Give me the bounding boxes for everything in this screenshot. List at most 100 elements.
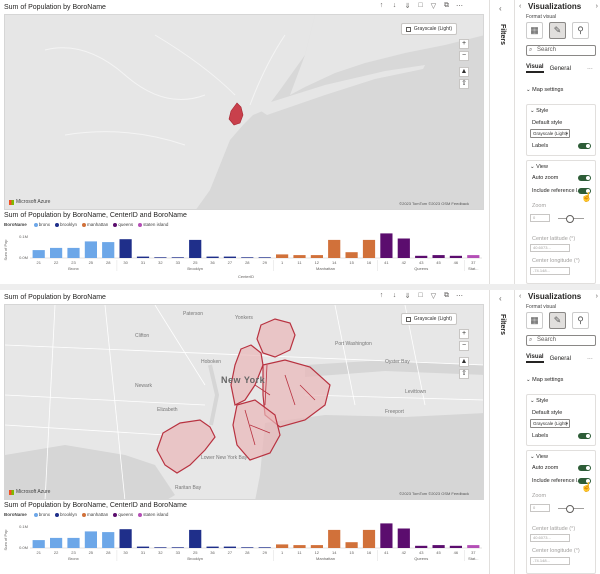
bar[interactable]	[380, 523, 393, 548]
bar[interactable]	[362, 529, 376, 548]
bar[interactable]	[50, 537, 63, 548]
map-settings-header[interactable]: ⌄ Map settings	[526, 87, 564, 93]
build-visual-icon[interactable]: ▦	[526, 22, 543, 39]
tab-visual[interactable]: Visual	[526, 354, 544, 363]
compass-button[interactable]: ⇧	[459, 79, 469, 89]
legend-item-staten-island[interactable]: staten island	[138, 222, 168, 227]
bar[interactable]	[223, 546, 236, 548]
zoom-in-button[interactable]: +	[459, 39, 469, 49]
map-style-button[interactable]: Grayscale (Light)	[400, 313, 457, 325]
bar[interactable]	[189, 529, 202, 548]
tab-general[interactable]: General	[549, 355, 571, 362]
expand-all-icon[interactable]: ⇓	[404, 293, 411, 300]
bar[interactable]	[293, 545, 306, 548]
tab-general[interactable]: General	[549, 65, 571, 72]
chevron-left-icon[interactable]: ‹	[519, 3, 522, 10]
bar[interactable]	[32, 540, 45, 548]
bar[interactable]	[258, 547, 271, 548]
bar[interactable]	[293, 255, 306, 258]
style-section-header[interactable]: ⌄ Style	[530, 398, 549, 404]
chevron-left-icon[interactable]: ‹	[499, 294, 502, 303]
default-style-dropdown[interactable]: Grayscale (Light)	[530, 129, 570, 138]
view-section-header[interactable]: ⌄ View	[530, 454, 548, 460]
legend-item-bronx[interactable]: bronx	[33, 222, 50, 227]
bar[interactable]	[84, 531, 97, 548]
bar[interactable]	[328, 239, 341, 258]
map-visual[interactable]: New York Paterson Yonkers Clifton Newark…	[4, 304, 484, 500]
bar[interactable]	[241, 257, 254, 258]
format-paintbrush-icon[interactable]: ✎	[549, 22, 566, 39]
center-longitude-input[interactable]: -74.148...	[530, 557, 570, 565]
default-style-dropdown[interactable]: Grayscale (Light)	[530, 419, 570, 428]
analytics-icon[interactable]: ⚲	[572, 312, 589, 329]
zoom-input[interactable]: 0	[530, 504, 550, 512]
compass-button[interactable]: ⇧	[459, 369, 469, 379]
zoom-slider[interactable]	[558, 505, 584, 513]
legend-item-bronx[interactable]: bronx	[33, 512, 50, 517]
filter-icon[interactable]: ▽	[430, 3, 437, 10]
center-latitude-input[interactable]: 40.6073...	[530, 244, 570, 252]
bar[interactable]	[171, 257, 184, 258]
center-longitude-input[interactable]: -74.148...	[530, 267, 570, 275]
center-latitude-input[interactable]: 40.6073...	[530, 534, 570, 542]
format-search-input[interactable]: Search	[526, 335, 596, 346]
bar[interactable]	[50, 247, 63, 258]
bar[interactable]	[67, 537, 80, 548]
bar[interactable]	[449, 255, 462, 258]
legend-item-queens[interactable]: queens	[113, 512, 133, 517]
legend-item-staten-island[interactable]: staten island	[138, 512, 168, 517]
bar[interactable]	[397, 238, 410, 259]
expand-icon[interactable]: ›	[595, 293, 598, 300]
expand-icon[interactable]: ›	[595, 3, 598, 10]
bar[interactable]	[84, 241, 97, 258]
format-search-input[interactable]: Search	[526, 45, 596, 56]
zoom-out-button[interactable]: −	[459, 341, 469, 351]
bar[interactable]	[119, 239, 132, 258]
bar[interactable]	[310, 545, 323, 548]
tilt-button[interactable]: ▲	[459, 357, 469, 367]
pin-icon[interactable]: ↑	[379, 292, 384, 299]
bar[interactable]	[102, 532, 115, 548]
include-reference-toggle[interactable]	[578, 188, 591, 194]
labels-toggle[interactable]	[578, 143, 591, 149]
bar[interactable]	[276, 254, 289, 258]
bar[interactable]	[206, 256, 219, 258]
tilt-button[interactable]: ▲	[459, 67, 469, 77]
more-options-icon[interactable]: ⋯	[456, 293, 463, 300]
bar[interactable]	[345, 542, 358, 548]
tab-visual[interactable]: Visual	[526, 64, 544, 73]
more-options-icon[interactable]: ⋯	[456, 3, 463, 10]
chevron-left-icon[interactable]: ‹	[519, 293, 522, 300]
more-options-icon[interactable]: ···	[586, 65, 593, 72]
bar[interactable]	[154, 257, 167, 258]
filters-pane-collapsed[interactable]: ‹ Filters	[491, 0, 515, 284]
zoom-input[interactable]: 0	[530, 214, 550, 222]
bar[interactable]	[432, 255, 445, 258]
bar[interactable]	[380, 233, 393, 258]
filters-pane-collapsed[interactable]: ‹ Filters	[491, 290, 515, 574]
drill-down-icon[interactable]: ↓	[392, 2, 397, 9]
filter-icon[interactable]: ▽	[430, 293, 437, 300]
bar[interactable]	[328, 529, 341, 548]
focus-mode-icon[interactable]: ⧉	[444, 292, 449, 299]
expand-all-icon[interactable]: ⇓	[404, 3, 411, 10]
map-style-button[interactable]: Grayscale (Light)	[400, 23, 457, 35]
legend-item-manhattan[interactable]: manhattan	[82, 512, 108, 517]
bar[interactable]	[32, 250, 45, 258]
legend-item-queens[interactable]: queens	[113, 222, 133, 227]
analytics-icon[interactable]: ⚲	[572, 22, 589, 39]
bar[interactable]	[467, 255, 480, 258]
bar[interactable]	[206, 546, 219, 548]
bar[interactable]	[102, 242, 115, 258]
labels-toggle[interactable]	[578, 433, 591, 439]
pin-icon[interactable]: ↑	[379, 2, 384, 9]
bar[interactable]	[189, 239, 202, 258]
auto-zoom-toggle[interactable]	[578, 175, 591, 181]
style-section-header[interactable]: ⌄ Style	[530, 108, 549, 114]
bar[interactable]	[241, 547, 254, 548]
bar[interactable]	[136, 256, 150, 258]
chevron-left-icon[interactable]: ‹	[499, 4, 502, 13]
format-paintbrush-icon[interactable]: ✎	[549, 312, 566, 329]
legend-item-manhattan[interactable]: manhattan	[82, 222, 108, 227]
include-reference-toggle[interactable]	[578, 478, 591, 484]
